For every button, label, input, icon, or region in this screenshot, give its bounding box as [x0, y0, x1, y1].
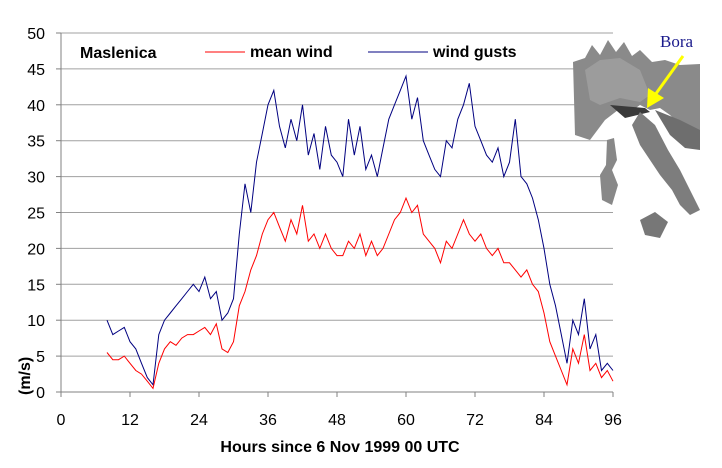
x-tick-label: 84	[535, 412, 553, 429]
terrain-balkans	[655, 110, 700, 150]
terrain-corsica-sardinia	[600, 138, 618, 205]
terrain-ridge	[585, 58, 650, 105]
x-tick-label: 48	[328, 412, 346, 429]
terrain-italy	[632, 112, 700, 215]
y-tick-label: 30	[27, 170, 45, 187]
x-axis-label: Hours since 6 Nov 1999 00 UTC	[220, 439, 460, 456]
legend: mean wind wind gusts	[205, 44, 517, 61]
x-tick-label: 12	[121, 412, 139, 429]
x-tick-label: 60	[397, 412, 415, 429]
legend-label-wind-gusts: wind gusts	[432, 44, 517, 61]
terrain-sicily	[640, 212, 668, 238]
chart-title: Maslenica	[80, 45, 157, 62]
gridlines	[61, 32, 613, 357]
series-lines	[106, 74, 614, 390]
y-tick-label: 15	[27, 277, 45, 294]
bora-label: Bora	[660, 32, 694, 51]
arrow-icon	[647, 55, 685, 108]
y-tick-label: 20	[27, 241, 45, 258]
terrain-dark	[610, 105, 650, 118]
series-line-wind-gusts	[106, 74, 614, 387]
x-tick-label: 72	[466, 412, 484, 429]
y-tick-label: 5	[36, 349, 45, 366]
x-tick-label: 0	[57, 412, 66, 429]
y-tick-label: 40	[27, 98, 45, 115]
y-tick-label: 35	[27, 134, 45, 151]
y-tick-label: 25	[27, 206, 45, 223]
x-tick-label: 24	[190, 412, 208, 429]
series-line-mean-wind	[106, 196, 614, 390]
x-tick-label: 96	[604, 412, 622, 429]
bora-inset-map: Bora	[573, 32, 700, 238]
y-axis-label: (m/s)	[17, 357, 34, 395]
y-tick-label: 10	[27, 313, 45, 330]
y-tick-label: 50	[27, 26, 45, 43]
y-tick-label: 0	[36, 385, 45, 402]
x-tick-label: 36	[259, 412, 277, 429]
axes: 0 5 10 15 20 25 30 35 40 45 50 0 12 24 36 48 60 72 84 96	[27, 26, 622, 429]
legend-label-mean-wind: mean wind	[250, 44, 333, 61]
y-tick-label: 45	[27, 62, 45, 79]
